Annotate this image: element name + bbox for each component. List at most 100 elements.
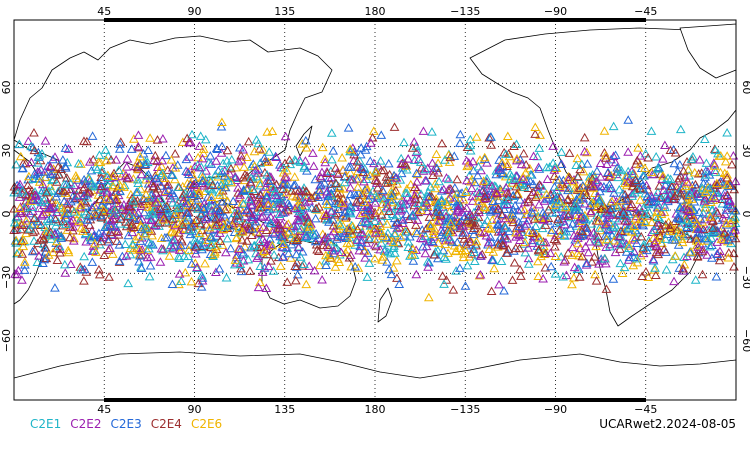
occultation-point-c2e1 [665, 174, 676, 184]
occultation-point-c2e6 [676, 227, 686, 237]
occultation-point-c2e3 [574, 205, 585, 214]
occultation-point-c2e6 [267, 126, 278, 136]
occultation-point-c2e4 [644, 238, 655, 247]
occultation-point-c2e1 [380, 203, 391, 213]
occultation-point-c2e2 [326, 230, 336, 240]
occultation-point-c2e6 [200, 258, 210, 268]
occultation-point-c2e6 [101, 155, 112, 165]
occultation-point-c2e2 [50, 152, 60, 161]
occultation-point-c2e6 [505, 212, 515, 222]
occultation-point-c2e4 [252, 242, 263, 252]
occultation-point-c2e6 [428, 229, 439, 239]
occultation-point-c2e4 [104, 195, 115, 204]
occultation-point-c2e6 [689, 167, 700, 177]
occultation-point-c2e3 [622, 224, 633, 233]
occultation-point-c2e2 [21, 201, 32, 210]
occultation-point-c2e4 [471, 240, 481, 250]
occultation-point-c2e3 [168, 210, 179, 219]
occultation-point-c2e2 [358, 229, 368, 239]
occultation-point-c2e2 [538, 215, 548, 224]
occultation-point-c2e1 [682, 215, 692, 225]
occultation-point-c2e3 [310, 213, 321, 223]
occultation-point-c2e6 [555, 230, 566, 239]
occultation-point-c2e2 [354, 245, 365, 255]
occultation-point-c2e6 [722, 151, 733, 160]
occultation-point-c2e1 [558, 272, 568, 281]
occultation-point-c2e4 [194, 190, 204, 199]
occultation-point-c2e3 [275, 231, 285, 241]
occultation-point-c2e2 [585, 230, 596, 240]
occultation-point-c2e2 [149, 220, 160, 230]
occultation-point-c2e1 [275, 194, 285, 204]
occultation-point-c2e3 [51, 191, 61, 201]
occultation-point-c2e2 [198, 237, 209, 247]
legend-entry-c2e1: C2E1 [30, 417, 62, 431]
occultation-point-c2e4 [245, 266, 255, 275]
occultation-point-c2e3 [641, 245, 652, 255]
occultation-point-c2e2 [519, 197, 530, 207]
occultation-point-c2e3 [481, 176, 492, 186]
occultation-point-c2e3 [472, 170, 483, 180]
occultation-point-c2e4 [318, 240, 329, 250]
occultation-point-c2e3 [384, 264, 395, 274]
occultation-point-c2e2 [362, 187, 373, 197]
occultation-point-c2e4 [511, 181, 521, 191]
occultation-point-c2e1 [30, 187, 40, 196]
occultation-point-c2e6 [336, 189, 346, 198]
occultation-point-c2e6 [656, 209, 667, 218]
occultation-point-c2e6 [344, 223, 355, 232]
occultation-point-c2e3 [478, 185, 488, 195]
occultation-point-c2e6 [705, 212, 716, 221]
occultation-point-c2e3 [460, 281, 471, 290]
occultation-point-c2e3 [314, 185, 325, 194]
occultation-point-c2e2 [150, 197, 161, 207]
occultation-point-c2e2 [657, 154, 668, 163]
occultation-point-c2e2 [452, 206, 463, 216]
occultation-point-c2e1 [34, 151, 45, 160]
occultation-point-c2e1 [82, 193, 93, 202]
occultation-point-c2e6 [107, 249, 118, 258]
occultation-point-c2e3 [358, 202, 369, 211]
occultation-point-c2e3 [328, 146, 339, 155]
occultation-point-c2e2 [541, 237, 551, 247]
occultation-point-c2e4 [448, 285, 459, 294]
occultation-point-c2e3 [211, 203, 222, 212]
occultation-point-c2e6 [15, 151, 26, 161]
occultation-point-c2e2 [465, 209, 475, 219]
occultation-point-c2e2 [720, 209, 731, 219]
occultation-point-c2e2 [278, 199, 289, 208]
occultation-point-c2e6 [546, 227, 557, 237]
occultation-point-c2e2 [601, 159, 612, 168]
occultation-point-c2e1 [289, 155, 300, 164]
occultation-point-c2e3 [556, 159, 566, 169]
occultation-point-c2e6 [393, 191, 404, 200]
occultation-point-c2e1 [17, 186, 28, 195]
occultation-point-c2e6 [440, 197, 451, 207]
occultation-point-c2e6 [484, 244, 495, 253]
occultation-point-c2e3 [468, 165, 479, 175]
occultation-point-c2e2 [155, 257, 166, 266]
occultation-point-c2e1 [427, 127, 437, 136]
occultation-point-c2e6 [262, 127, 273, 136]
occultation-point-c2e3 [20, 260, 30, 269]
occultation-point-c2e3 [436, 186, 447, 195]
occultation-point-c2e1 [56, 231, 67, 241]
occultation-point-c2e4 [20, 158, 31, 168]
occultation-point-c2e6 [599, 126, 610, 135]
occultation-point-c2e1 [39, 195, 49, 204]
occultation-point-c2e4 [207, 180, 218, 189]
occultation-point-c2e1 [13, 188, 23, 197]
occultation-point-c2e2 [199, 180, 209, 190]
occultation-point-c2e4 [515, 264, 525, 274]
occultation-point-c2e2 [374, 218, 385, 228]
occultation-point-c2e3 [494, 165, 505, 175]
occultation-point-c2e4 [94, 269, 105, 279]
occultation-point-c2e1 [299, 161, 310, 170]
lon-tick-label-bottom: 45 [97, 403, 111, 416]
occultation-point-c2e3 [580, 223, 591, 232]
occultation-point-c2e6 [568, 272, 579, 282]
occultation-point-c2e3 [220, 182, 231, 192]
occultation-point-c2e6 [133, 231, 144, 241]
occultation-point-c2e3 [689, 205, 699, 214]
occultation-point-c2e3 [288, 180, 299, 190]
